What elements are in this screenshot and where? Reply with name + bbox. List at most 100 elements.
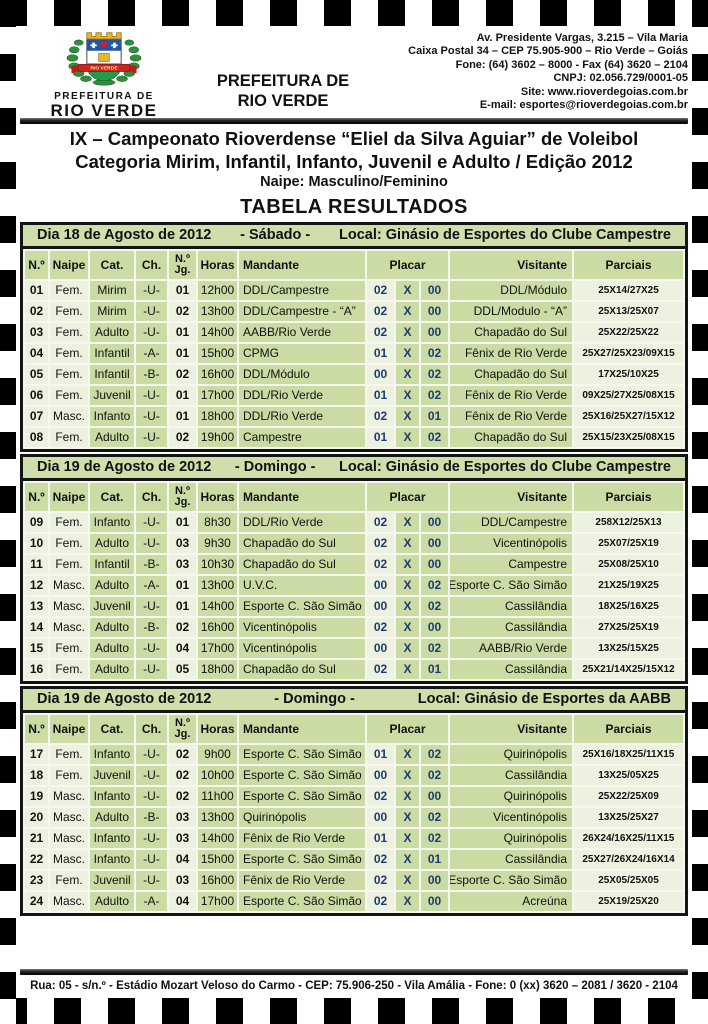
- address-line-email: E-mail: esportes@rioverdegoias.com.br: [479, 99, 688, 112]
- score-x: X: [396, 406, 419, 426]
- home-score: 01: [367, 385, 394, 405]
- home-score: 00: [367, 765, 394, 785]
- section-date: Dia 19 de Agosto de 2012: [37, 459, 212, 476]
- table-row: 14 Masc. Adulto -B- 02 16h00 Vicentinópo…: [23, 617, 685, 637]
- home-team: DDL/Módulo: [239, 364, 365, 384]
- match-naipe: Fem.: [50, 364, 88, 384]
- table-row: 16 Fem. Adulto -U- 05 18h00 Chapadão do …: [23, 659, 685, 679]
- col-header-cat: Cat.: [90, 250, 134, 279]
- match-number: 03: [25, 322, 48, 342]
- match-game-number: 02: [169, 364, 196, 384]
- match-chave: -B-: [136, 617, 167, 637]
- col-header-naipe: Naipe: [50, 482, 88, 511]
- col-header-cat: Cat.: [90, 482, 134, 511]
- away-score: 01: [421, 406, 448, 426]
- col-header-njg: N.º Jg.: [169, 714, 196, 743]
- set-partials: 26X24/16X25/11X15: [574, 828, 683, 848]
- match-chave: -U-: [136, 301, 167, 321]
- home-team: Chapadão do Sul: [239, 554, 365, 574]
- score-x: X: [396, 280, 419, 300]
- match-time: 10h30: [198, 554, 237, 574]
- match-time: 13h00: [198, 301, 237, 321]
- checkered-border-right: [692, 0, 708, 1024]
- match-game-number: 03: [169, 828, 196, 848]
- home-score: 01: [367, 427, 394, 447]
- section-date-band: Dia 19 de Agosto de 2012 - Domingo - Loc…: [23, 688, 685, 713]
- table-row: 24 Masc. Adulto -A- 04 17h00 Esporte C. …: [23, 891, 685, 911]
- home-team: CPMG: [239, 343, 365, 363]
- match-naipe: Fem.: [50, 744, 88, 764]
- set-partials: 25X19/25X20: [574, 891, 683, 911]
- set-partials: 25X15/23X25/08X15: [574, 427, 683, 447]
- away-score: 00: [421, 554, 448, 574]
- col-header-njg-line1: N.º: [174, 252, 191, 265]
- match-number: 23: [25, 870, 48, 890]
- home-team: Esporte C. São Simão: [239, 891, 365, 911]
- match-chave: -U-: [136, 406, 167, 426]
- table-header-row: N.º Naipe Cat. Ch. N.º Jg. Horas Mandant…: [23, 482, 685, 511]
- match-category: Infanto: [90, 744, 134, 764]
- categories-subtitle: Categoria Mirim, Infantil, Infanto, Juve…: [75, 150, 633, 172]
- score-x: X: [396, 512, 419, 532]
- match-chave: -U-: [136, 280, 167, 300]
- match-naipe: Fem.: [50, 301, 88, 321]
- match-naipe: Fem.: [50, 280, 88, 300]
- col-header-visitante: Visitante: [450, 250, 572, 279]
- match-chave: -U-: [136, 322, 167, 342]
- results-section: Dia 19 de Agosto de 2012 - Domingo - Loc…: [20, 685, 688, 916]
- match-naipe: Fem.: [50, 533, 88, 553]
- col-header-mandante: Mandante: [239, 250, 365, 279]
- match-category: Adulto: [90, 807, 134, 827]
- address-line: Caixa Postal 34 – CEP 75.905-900 – Rio V…: [408, 45, 688, 58]
- match-chave: -U-: [136, 786, 167, 806]
- set-partials: 25X22/25X22: [574, 322, 683, 342]
- address-block: Av. Presidente Vargas, 3.215 – Vila Mari…: [378, 30, 688, 116]
- table-row: 01 Fem. Mirim -U- 01 12h00 DDL/Campestre…: [23, 280, 685, 300]
- match-game-number: 04: [169, 638, 196, 658]
- away-team: Fênix de Rio Verde: [450, 406, 572, 426]
- footer-divider: [20, 969, 688, 976]
- match-category: Infanto: [90, 828, 134, 848]
- set-partials: 25X27/26X24/16X14: [574, 849, 683, 869]
- match-chave: -U-: [136, 427, 167, 447]
- match-game-number: 01: [169, 322, 196, 342]
- match-naipe: Fem.: [50, 343, 88, 363]
- match-number: 13: [25, 596, 48, 616]
- match-naipe: Masc.: [50, 786, 88, 806]
- results-sections: Dia 18 de Agosto de 2012 - Sábado - Loca…: [20, 221, 688, 918]
- match-time: 16h00: [198, 870, 237, 890]
- match-chave: -U-: [136, 744, 167, 764]
- home-team: Fênix de Rio Verde: [239, 870, 365, 890]
- col-header-naipe: Naipe: [50, 250, 88, 279]
- match-category: Infanto: [90, 786, 134, 806]
- home-team: Quirinópolis: [239, 807, 365, 827]
- home-score: 01: [367, 828, 394, 848]
- score-x: X: [396, 807, 419, 827]
- match-chave: -U-: [136, 849, 167, 869]
- match-naipe: Fem.: [50, 322, 88, 342]
- away-team: AABB/Rio Verde: [450, 638, 572, 658]
- set-partials: 13X25/05X25: [574, 765, 683, 785]
- match-chave: -B-: [136, 364, 167, 384]
- col-header-horas: Horas: [198, 714, 237, 743]
- away-team: Vicentinópolis: [450, 807, 572, 827]
- set-partials: 25X08/25X10: [574, 554, 683, 574]
- home-team: Vicentinópolis: [239, 617, 365, 637]
- section-venue: Local: Ginásio de Esportes da AABB: [417, 691, 671, 708]
- home-team: AABB/Rio Verde: [239, 322, 365, 342]
- col-header-placar: Placar: [367, 714, 448, 743]
- match-game-number: 01: [169, 596, 196, 616]
- match-game-number: 02: [169, 617, 196, 637]
- score-x: X: [396, 322, 419, 342]
- footer-address: Rua: 05 - s/n.º - Estádio Mozart Veloso …: [30, 980, 678, 993]
- section-rows: 17 Fem. Infanto -U- 02 9h00 Esporte C. S…: [23, 744, 685, 911]
- home-score: 02: [367, 533, 394, 553]
- col-header-horas: Horas: [198, 482, 237, 511]
- match-number: 12: [25, 575, 48, 595]
- match-number: 20: [25, 807, 48, 827]
- col-header-cat: Cat.: [90, 714, 134, 743]
- col-header-parciais: Parciais: [574, 482, 683, 511]
- match-category: Infanto: [90, 849, 134, 869]
- match-chave: -A-: [136, 891, 167, 911]
- match-time: 18h00: [198, 406, 237, 426]
